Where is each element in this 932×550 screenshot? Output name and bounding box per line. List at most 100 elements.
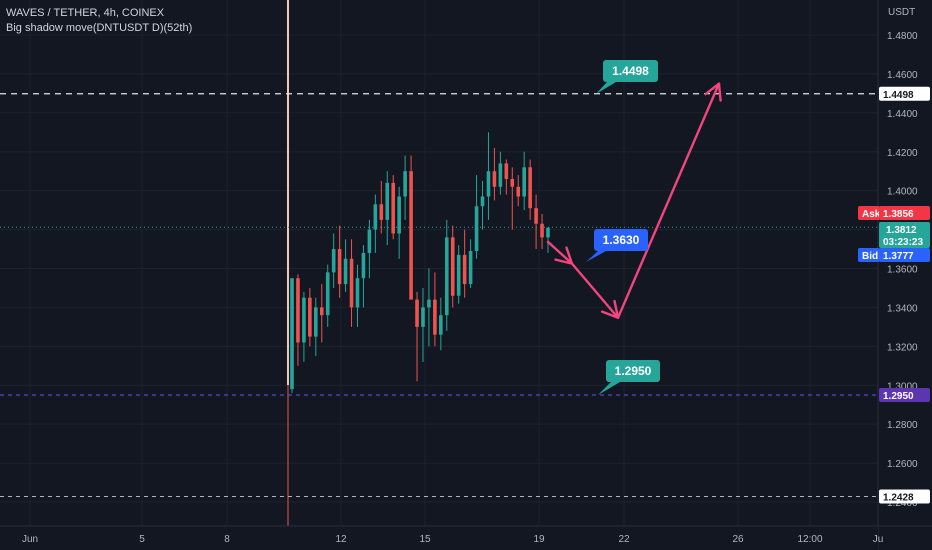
candle[interactable] (468, 239, 473, 288)
candle-body (480, 196, 485, 207)
candle[interactable] (421, 287, 425, 362)
price-callout[interactable]: 1.2950 (598, 360, 660, 395)
candle[interactable] (403, 155, 407, 220)
candle[interactable] (516, 175, 521, 207)
candle-body (290, 278, 294, 390)
candle-body (421, 307, 425, 327)
forecast-arrowhead-1 (554, 246, 574, 265)
candle[interactable] (510, 167, 515, 230)
candle[interactable] (433, 272, 437, 347)
candle[interactable] (325, 264, 330, 327)
bid-price-text: 1.3777 (883, 251, 914, 262)
candle[interactable] (397, 186, 401, 259)
support-price-badge-text: 1.2950 (883, 391, 914, 402)
candle[interactable] (528, 159, 532, 220)
y-tick-label: 1.4800 (887, 31, 918, 42)
candle[interactable] (308, 287, 312, 347)
x-tick-label: 12:00 (797, 534, 822, 545)
candle-body (385, 182, 390, 220)
candle[interactable] (302, 291, 306, 362)
candle-body (522, 167, 526, 197)
horizontal-levels (0, 93, 878, 498)
candle-body (462, 254, 467, 285)
candle-body (296, 278, 300, 343)
candle-body (403, 171, 407, 197)
candle[interactable] (427, 268, 431, 347)
candle[interactable] (450, 225, 455, 308)
y-tick-label: 1.4600 (887, 70, 918, 81)
candle[interactable] (349, 239, 354, 327)
candle[interactable] (546, 227, 550, 253)
currency-label: USDT (888, 7, 915, 18)
forecast-path[interactable] (546, 82, 721, 319)
callout-label: 1.4498 (612, 64, 649, 78)
chart-legend: WAVES / TETHER, 4h, COINEX Big shadow mo… (6, 6, 192, 36)
forecast-arrows (546, 82, 722, 319)
candle[interactable] (498, 151, 503, 195)
candle[interactable] (391, 175, 396, 240)
y-tick-label: 1.3400 (887, 303, 918, 314)
ask-price-text: 1.3856 (883, 209, 914, 220)
support-price-badge[interactable]: 1.2950 (879, 387, 930, 402)
ask-tag-label: Ask (862, 209, 881, 220)
forecast-arrowhead-3 (704, 82, 722, 102)
candle[interactable] (486, 132, 491, 220)
candle[interactable] (474, 175, 479, 259)
candle[interactable] (379, 180, 384, 234)
ask-row[interactable]: Ask 1.3856 (858, 206, 930, 220)
candle[interactable] (522, 151, 526, 211)
candle-body (308, 297, 312, 337)
lower-price-badge-bg (879, 489, 930, 504)
candle[interactable] (355, 264, 360, 327)
candle-body (379, 204, 384, 220)
symbol-title[interactable]: WAVES / TETHER, 4h, COINEX (6, 7, 165, 19)
candle[interactable] (373, 194, 378, 253)
candle-body (468, 250, 473, 285)
candle[interactable] (314, 297, 318, 357)
candle[interactable] (367, 219, 372, 279)
candle[interactable] (504, 159, 509, 195)
candle[interactable] (444, 219, 449, 331)
candle[interactable] (319, 284, 324, 343)
candle-body (331, 249, 336, 273)
candle[interactable] (337, 225, 342, 298)
callout-tail (598, 382, 620, 395)
indicator-title[interactable]: Big shadow move(DNTUSDT D)(52th) (6, 22, 193, 34)
candle-body (546, 227, 550, 238)
candle-body (510, 178, 515, 187)
candle[interactable] (540, 214, 544, 250)
candle-body (534, 208, 538, 224)
candle[interactable] (456, 245, 461, 304)
price-callout[interactable]: 1.3630 (586, 229, 648, 262)
candle[interactable] (290, 278, 294, 394)
candle-body (337, 249, 342, 285)
candle[interactable] (361, 245, 366, 308)
candle[interactable] (415, 291, 419, 382)
candle[interactable] (296, 274, 300, 366)
candle-body (504, 163, 509, 179)
bid-tag-label: Bid (862, 251, 878, 262)
candle-body (540, 223, 544, 238)
x-tick-label: 26 (732, 534, 744, 545)
candle[interactable] (534, 194, 538, 250)
candle-body (486, 171, 491, 197)
candle[interactable] (462, 229, 467, 298)
price-callout[interactable]: 1.4498 (596, 60, 658, 94)
candle-body (343, 258, 348, 285)
callout-label: 1.2950 (615, 364, 652, 378)
candle[interactable] (480, 180, 485, 230)
candle[interactable] (492, 147, 497, 201)
resistance-price-badge[interactable]: 1.4498 (879, 86, 930, 101)
candle[interactable] (343, 239, 348, 292)
candle[interactable] (409, 155, 413, 300)
candle[interactable] (385, 171, 390, 246)
callout-label: 1.3630 (603, 233, 640, 247)
bid-tag (858, 248, 880, 262)
candle[interactable] (439, 297, 443, 351)
candle-body (355, 278, 360, 308)
candle[interactable] (331, 233, 336, 288)
lower-price-badge[interactable]: 1.2428 (879, 489, 930, 504)
bid-row[interactable]: Bid 1.3777 (858, 248, 930, 262)
